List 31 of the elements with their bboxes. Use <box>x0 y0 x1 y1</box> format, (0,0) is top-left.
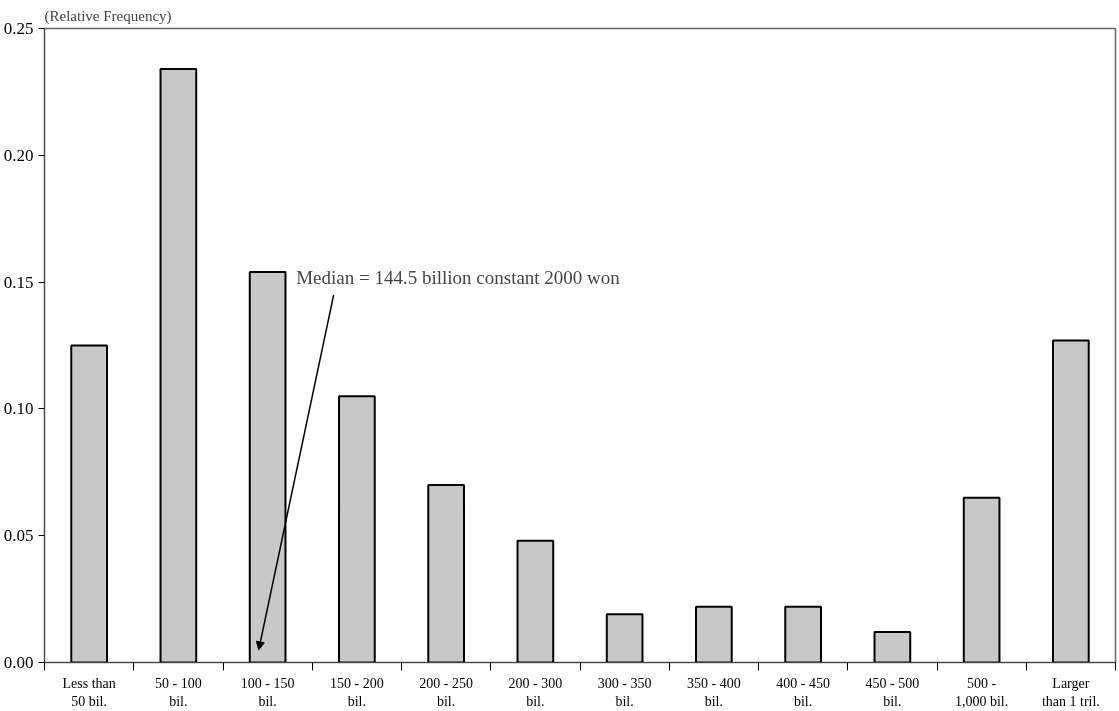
x-tick-label: 300 - 350 bil. <box>597 675 652 709</box>
x-tick-label: 150 - 200 bil. <box>330 675 384 709</box>
y-tick-label: 0.15 <box>3 272 34 292</box>
y-tick-label: 0.20 <box>3 145 34 165</box>
y-tick-label: 0.10 <box>3 399 34 419</box>
x-tick-label: 350 - 400 bil. <box>687 675 741 709</box>
bar <box>159 68 198 663</box>
bar <box>605 613 644 663</box>
bar <box>516 539 555 663</box>
bar <box>338 395 376 663</box>
bar <box>70 344 108 663</box>
bar <box>784 605 822 663</box>
y-tick-label: 0.00 <box>3 653 34 672</box>
x-tick-label: 100 - 150 bil. <box>240 675 295 709</box>
x-tick-label: Larger than 1 tril. <box>1041 675 1100 709</box>
bar <box>873 631 912 663</box>
x-tick-label: 400 - 450 bil. <box>776 675 830 709</box>
bar <box>427 483 465 663</box>
annotation: Median = 144.5 billion constant 2000 won <box>296 267 621 289</box>
x-tick-label: Less than 50 bil. <box>62 675 116 709</box>
x-tick-label: 50 - 100 bil. <box>155 675 202 709</box>
bar <box>962 496 1001 663</box>
y-axis-title: (Relative Frequency) <box>44 7 172 25</box>
bar <box>1052 339 1090 663</box>
bar <box>695 605 733 663</box>
x-tick-label: 450 - 500 bil. <box>865 675 920 709</box>
y-tick-label: 0.25 <box>3 19 34 38</box>
y-tick-label: 0.05 <box>3 526 34 546</box>
x-tick-label: 200 - 250 bil. <box>419 675 473 709</box>
x-tick-label: 500 - 1,000 bil. <box>954 675 1009 709</box>
x-tick-label: 200 - 300 bil. <box>508 675 563 709</box>
